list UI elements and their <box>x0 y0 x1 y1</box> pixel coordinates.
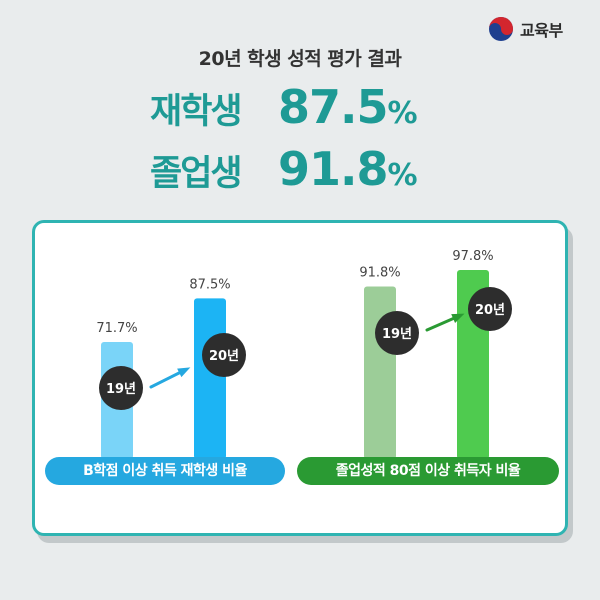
chart-card: 71.7% 87.5% 19년 20년 91.8% 97.8% 19년 20년 B학점 이상 … <box>32 220 568 536</box>
summary-value: 91.8 <box>278 142 388 196</box>
year-badge-label: 19년 <box>106 382 136 397</box>
bar-value-label: 87.5% <box>189 277 230 292</box>
year-badge <box>468 287 512 331</box>
page-heading: 20년 학생 성적 평가 결과 <box>198 48 402 70</box>
year-badge-label: 20년 <box>209 349 239 364</box>
bar-value-label: 91.8% <box>359 266 400 281</box>
summary-current-students: 재학생 87.5 % <box>150 80 480 134</box>
year-badge <box>202 333 246 377</box>
summary-label: 졸업생 <box>150 154 243 194</box>
chart-title-graduates: 졸업성적 80점 이상 취득자 비율 <box>297 457 559 485</box>
year-badge <box>99 366 143 410</box>
bar-charts: 71.7% 87.5% 19년 20년 91.8% 97.8% 19년 20년 <box>96 249 512 459</box>
summary-value: 87.5 <box>278 80 388 134</box>
summary-unit: % <box>387 96 418 131</box>
year-badge-label: 19년 <box>382 327 412 342</box>
year-badge <box>375 311 419 355</box>
trend-arrow-head-icon <box>177 367 191 378</box>
trend-arrow-head-icon <box>451 313 465 323</box>
bar-value-label: 97.8% <box>452 249 493 264</box>
summary-graduates: 졸업생 91.8 % <box>150 142 480 196</box>
bar-value-label: 71.7% <box>96 321 137 336</box>
chart-title-current-students: B학점 이상 취득 재학생 비율 <box>45 457 285 485</box>
ministry-name: 교육부 <box>520 21 563 40</box>
summary-unit: % <box>387 158 418 193</box>
taegeuk-emblem-icon <box>489 17 513 41</box>
summary-label: 재학생 <box>150 92 243 132</box>
ministry-logo: 교육부 <box>488 16 563 42</box>
bar-20년 <box>194 298 226 459</box>
year-badge-label: 20년 <box>475 303 505 318</box>
